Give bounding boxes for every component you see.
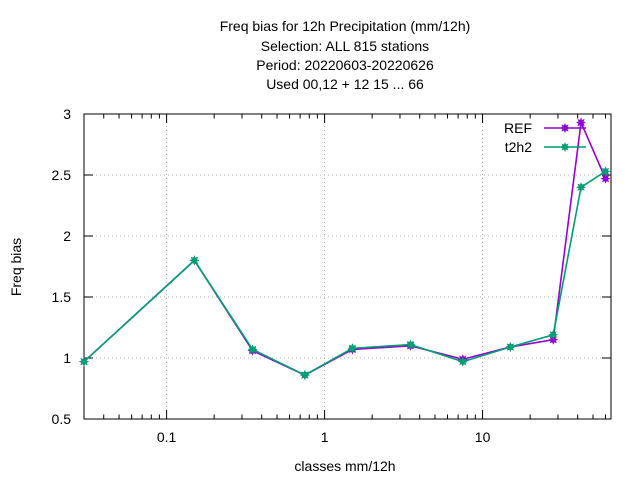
- data-point: [457, 356, 468, 367]
- x-tick-label: 1: [321, 429, 329, 445]
- data-point: [299, 370, 310, 381]
- legend-marker: [559, 122, 571, 134]
- legend: REF t2h2: [504, 120, 586, 155]
- data-point: [189, 255, 200, 266]
- data-point: [600, 166, 611, 177]
- title-line-3: Period: 20220603-20220626: [256, 57, 434, 73]
- legend-item: REF: [504, 120, 586, 136]
- series-ref: [78, 117, 611, 381]
- data-point: [247, 344, 258, 355]
- legend-marker: [559, 141, 571, 153]
- title-line-1: Freq bias for 12h Precipitation (mm/12h): [220, 18, 471, 34]
- y-tick-labels: 0.5 1 1.5 2 2.5 3: [52, 106, 72, 427]
- y-tick-label: 0.5: [52, 411, 72, 427]
- data-point: [505, 342, 516, 353]
- data-point: [78, 356, 90, 367]
- data-point: [576, 117, 587, 128]
- plot-frame: [83, 113, 612, 420]
- data-point: [347, 343, 358, 354]
- data-point: [576, 182, 587, 193]
- series-group: [78, 117, 611, 381]
- y-tick-label: 2.5: [52, 167, 72, 183]
- legend-label: REF: [504, 120, 532, 136]
- x-tick-labels: 0.1 1 10: [157, 429, 491, 445]
- y-tick-label: 3: [63, 106, 71, 122]
- series-t2h2: [78, 166, 611, 381]
- legend-label: t2h2: [505, 139, 532, 155]
- y-axis-label: Freq bias: [8, 238, 24, 296]
- legend-item: t2h2: [505, 139, 586, 155]
- data-point: [600, 173, 611, 184]
- title-line-4: Used 00,12 + 12 15 ... 66: [266, 76, 424, 92]
- chart-title: Freq bias for 12h Precipitation (mm/12h)…: [220, 18, 471, 92]
- data-point: [405, 339, 416, 350]
- x-axis-label: classes mm/12h: [294, 458, 395, 474]
- title-line-2: Selection: ALL 815 stations: [261, 38, 429, 54]
- y-tick-label: 2: [63, 228, 71, 244]
- x-tick-label: 10: [475, 429, 491, 445]
- y-tick-label: 1: [63, 350, 71, 366]
- x-tick-label: 0.1: [157, 429, 177, 445]
- series-line: [83, 119, 607, 376]
- data-point: [548, 329, 559, 340]
- axis-ticks: [83, 113, 611, 420]
- y-tick-label: 1.5: [52, 289, 72, 305]
- grid: [84, 114, 611, 419]
